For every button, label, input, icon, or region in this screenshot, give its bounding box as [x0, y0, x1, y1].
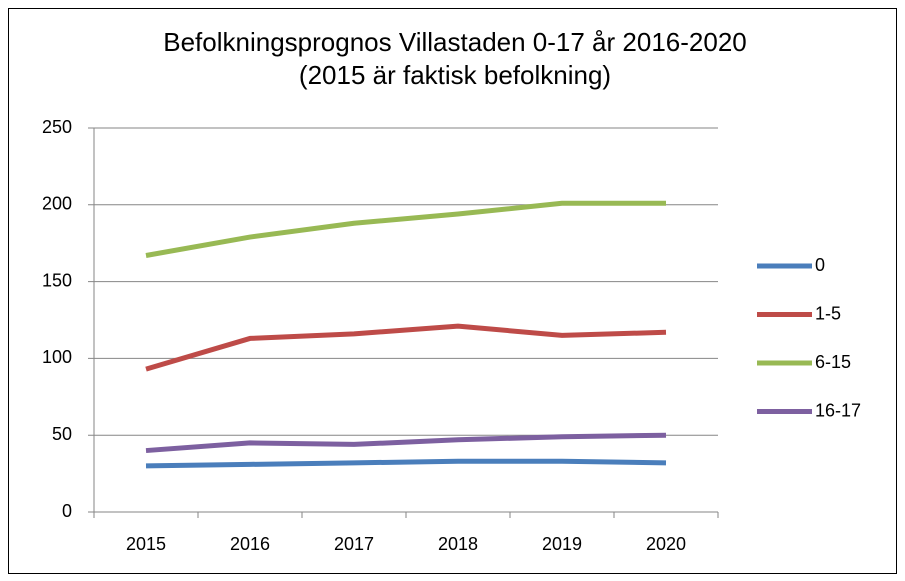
series-line: [145, 200, 666, 258]
legend-label: 0: [815, 255, 825, 275]
chart-title: Befolkningsprognos Villastaden 0-17 år 2…: [163, 27, 747, 90]
x-tick-label: 2015: [126, 534, 166, 554]
x-tick-label: 2016: [230, 534, 270, 554]
legend-label: 6-15: [815, 352, 851, 372]
x-tick-label: 2018: [438, 534, 478, 554]
x-tick-label: 2019: [542, 534, 582, 554]
series-line: [145, 323, 667, 372]
series-line: [145, 432, 667, 454]
x-tick-label: 2020: [646, 534, 686, 554]
y-tick-label: 250: [42, 117, 72, 137]
legend-label: 1-5: [815, 303, 841, 323]
y-tick-label: 100: [42, 347, 72, 367]
legend-label: 16-17: [815, 400, 861, 420]
chart-border: [8, 8, 897, 574]
x-tick-label: 2017: [334, 534, 374, 554]
y-tick-label: 150: [42, 270, 72, 290]
y-tick-label: 50: [52, 424, 72, 444]
series-line: [145, 458, 667, 469]
y-tick-label: 0: [62, 501, 72, 521]
y-tick-label: 200: [42, 194, 72, 214]
